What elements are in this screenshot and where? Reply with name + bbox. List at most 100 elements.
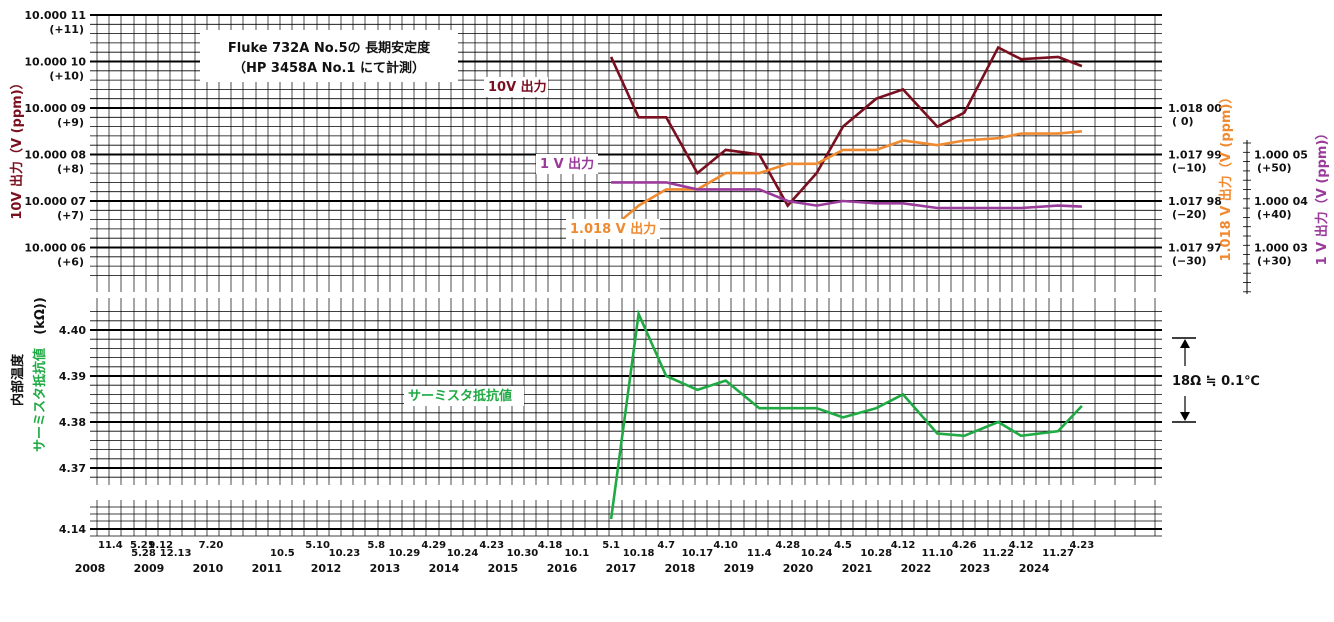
x-date-label: 4.23 bbox=[479, 540, 504, 551]
right-tick-1018-label: 1.017 98 bbox=[1168, 195, 1222, 208]
x-year-label: 2016 bbox=[547, 562, 578, 575]
x-date-label: 4.23 bbox=[1070, 540, 1095, 551]
right-tick-bg bbox=[1166, 193, 1218, 221]
x-date-label: 10.5 bbox=[270, 548, 295, 559]
right-tick-bg bbox=[1250, 193, 1300, 221]
right-axis-1018-title: 1.018 V 出力（V (ppm)） bbox=[1218, 91, 1234, 262]
x-year-label: 2020 bbox=[783, 562, 814, 575]
right-tick-bg bbox=[1166, 100, 1218, 128]
right-tick-1-label: 1.000 03 bbox=[1254, 242, 1308, 255]
x-date-label: 10.30 bbox=[507, 548, 539, 559]
x-year-label: 2008 bbox=[75, 562, 106, 575]
therm-unit-label: (kΩ)) bbox=[33, 297, 48, 335]
x-date-label: 10.18 bbox=[623, 548, 655, 559]
x-date-label: 5.21 bbox=[130, 540, 155, 551]
series-label-v1018-bg bbox=[566, 219, 660, 239]
left-axis-therm-title: サーミスタ抵抗値 bbox=[32, 348, 48, 452]
left-axis-title: 10V 出力（V (ppm)） bbox=[9, 76, 25, 219]
left-tick-sublabel: (+8) bbox=[57, 163, 84, 176]
series-label-v10: 10V 出力 bbox=[488, 79, 547, 95]
x-date-label: 5.1 bbox=[602, 540, 620, 551]
right-tick-1-sublabel: (+50) bbox=[1257, 162, 1292, 175]
x-year-label: 2015 bbox=[488, 562, 519, 575]
series-label-v1: 1 V 出力 bbox=[540, 156, 594, 172]
x-date-label: 7.20 bbox=[199, 540, 224, 551]
chart-title: Fluke 732A No.5の 長期安定度 bbox=[228, 40, 431, 56]
series-label-v10-bg bbox=[484, 77, 548, 97]
x-date-label: 10.28 bbox=[860, 548, 892, 559]
x-date-label: 4.26 bbox=[952, 540, 977, 551]
x-year-label: 2013 bbox=[370, 562, 401, 575]
left-tick-label: 10.000 10 bbox=[24, 56, 86, 69]
x-date-label: 11.27 bbox=[1042, 548, 1074, 559]
therm-tick-label: 4.37 bbox=[59, 462, 86, 475]
x-date-label: 10.1 bbox=[565, 548, 590, 559]
x-date-label: 10.29 bbox=[389, 548, 421, 559]
right-tick-1-label: 1.000 04 bbox=[1254, 195, 1308, 208]
x-date-label: 4.10 bbox=[713, 540, 738, 551]
x-year-label: 2009 bbox=[134, 562, 165, 575]
left-axis-temp-title: 内部温度 bbox=[10, 353, 26, 406]
x-date-label: 4.7 bbox=[657, 540, 675, 551]
right-tick-1018-sublabel: ( 0) bbox=[1172, 115, 1194, 128]
right-tick-bg bbox=[1166, 239, 1218, 268]
x-date-label: 4.5 bbox=[834, 540, 852, 551]
x-year-label: 2023 bbox=[960, 562, 991, 575]
x-date-label: 11.4 bbox=[98, 540, 123, 551]
x-date-label: 12.13 bbox=[160, 548, 192, 559]
x-year-label: 2014 bbox=[429, 562, 460, 575]
left-tick-label: 10.000 06 bbox=[24, 242, 86, 255]
x-date-label: 4.12 bbox=[1009, 540, 1034, 551]
right-tick-1018-label: 1.017 99 bbox=[1168, 149, 1222, 162]
series-label-v1018: 1.018 V 出力 bbox=[570, 221, 656, 237]
bracket-arrow-up bbox=[1180, 339, 1190, 348]
title-box bbox=[200, 30, 458, 82]
chart-subtitle: （HP 3458A No.1 にて計測） bbox=[233, 60, 425, 76]
right-tick-1-sublabel: (+40) bbox=[1257, 208, 1292, 221]
therm-low-tick-label: 4.14 bbox=[59, 523, 86, 536]
x-date-label: 11.10 bbox=[921, 548, 953, 559]
right-tick-1018-sublabel: (−20) bbox=[1172, 208, 1207, 221]
x-date-label: 4.29 bbox=[421, 540, 446, 551]
right-tick-1-label: 1.000 05 bbox=[1254, 149, 1308, 162]
left-tick-label: 10.000 08 bbox=[24, 149, 86, 162]
x-date-label: 4.18 bbox=[538, 540, 563, 551]
series-line-v10 bbox=[609, 45, 1083, 208]
right-tick-bg bbox=[1250, 146, 1300, 175]
left-tick-sublabel: (+11) bbox=[49, 23, 84, 36]
x-date-label: 5.8 bbox=[367, 540, 385, 551]
left-tick-sublabel: (+9) bbox=[57, 116, 84, 129]
x-date-label: 5.10 bbox=[305, 540, 330, 551]
series-line-v1018 bbox=[610, 130, 1083, 230]
series-line-therm bbox=[609, 309, 1083, 520]
right-tick-1018-label: 1.018 00 bbox=[1168, 102, 1222, 115]
x-date-label: 10.24 bbox=[801, 548, 833, 559]
x-year-label: 2010 bbox=[193, 562, 224, 575]
series-label-therm-bg bbox=[404, 386, 524, 406]
bracket-arrow-down bbox=[1180, 412, 1190, 421]
therm-tick-label: 4.39 bbox=[59, 370, 86, 383]
x-date-label: 11.4 bbox=[747, 548, 772, 559]
left-tick-sublabel: (+10) bbox=[49, 70, 84, 83]
x-date-label: 11.22 bbox=[982, 548, 1014, 559]
left-tick-label: 10.000 09 bbox=[24, 102, 86, 115]
x-date-label: 4.12 bbox=[891, 540, 916, 551]
x-year-label: 2024 bbox=[1019, 562, 1050, 575]
x-year-label: 2012 bbox=[311, 562, 342, 575]
left-tick-label: 10.000 07 bbox=[24, 195, 86, 208]
right-tick-1018-sublabel: (−30) bbox=[1172, 255, 1207, 268]
x-date-label: 10.23 bbox=[329, 548, 361, 559]
resolution-note: 18Ω ≒ 0.1℃ bbox=[1172, 374, 1260, 389]
x-year-label: 2017 bbox=[606, 562, 637, 575]
series-line-v1 bbox=[611, 181, 1082, 210]
x-date-label: 10.17 bbox=[682, 548, 714, 559]
x-date-label: 10.24 bbox=[447, 548, 479, 559]
x-year-label: 2019 bbox=[724, 562, 755, 575]
x-year-label: 2018 bbox=[665, 562, 696, 575]
x-date-label: 5.28 bbox=[131, 548, 156, 559]
x-date-label: 4.28 bbox=[775, 540, 800, 551]
right-tick-bg bbox=[1166, 146, 1218, 175]
x-year-label: 2021 bbox=[842, 562, 873, 575]
